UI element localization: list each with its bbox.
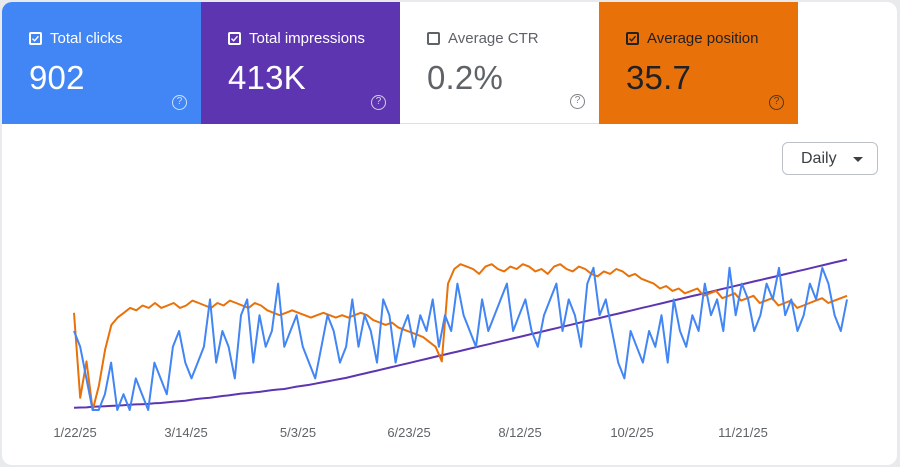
metric-label: Average CTR bbox=[448, 29, 539, 47]
caret-down-icon bbox=[853, 157, 863, 162]
checkbox-unchecked-icon[interactable] bbox=[427, 31, 440, 45]
help-icon[interactable]: ? bbox=[371, 95, 386, 110]
metric-total-clicks[interactable]: Total clicks 902 ? bbox=[2, 2, 201, 124]
metric-value: 413K bbox=[228, 59, 306, 96]
metric-header: Average CTR bbox=[427, 28, 599, 48]
metric-total-impressions[interactable]: Total impressions 413K ? bbox=[201, 2, 400, 124]
metric-label: Total impressions bbox=[249, 29, 365, 47]
metric-header: Average position bbox=[626, 28, 798, 48]
x-tick-label: 3/14/25 bbox=[164, 425, 207, 440]
metric-label: Total clicks bbox=[50, 29, 123, 47]
metric-average-ctr[interactable]: Average CTR 0.2% ? bbox=[400, 2, 599, 124]
checkbox-checked-icon[interactable] bbox=[626, 31, 639, 45]
help-icon[interactable]: ? bbox=[172, 95, 187, 110]
metric-average-position[interactable]: Average position 35.7 ? bbox=[599, 2, 798, 124]
x-tick-label: 6/23/25 bbox=[387, 425, 430, 440]
series-line-total-impressions bbox=[73, 258, 848, 409]
granularity-selected: Daily bbox=[801, 149, 837, 167]
metric-header: Total impressions bbox=[228, 28, 400, 48]
help-icon[interactable]: ? bbox=[769, 95, 784, 110]
metric-tabs: Total clicks 902 ? Total impressions 413… bbox=[2, 2, 798, 124]
x-tick-label: 11/21/25 bbox=[718, 425, 768, 440]
metric-value: 902 bbox=[29, 59, 85, 96]
series-line-average-position bbox=[73, 263, 848, 411]
help-icon[interactable]: ? bbox=[570, 94, 585, 109]
series-line-total-clicks bbox=[73, 266, 848, 411]
granularity-dropdown[interactable]: Daily bbox=[782, 142, 878, 175]
x-tick-label: 5/3/25 bbox=[280, 425, 316, 440]
x-tick-label: 1/22/25 bbox=[53, 425, 96, 440]
metric-header: Total clicks bbox=[29, 28, 201, 48]
x-tick-label: 10/2/25 bbox=[610, 425, 653, 440]
x-tick-label: 8/12/25 bbox=[498, 425, 541, 440]
metric-value: 35.7 bbox=[626, 59, 692, 96]
checkbox-checked-icon[interactable] bbox=[228, 31, 241, 45]
metric-label: Average position bbox=[647, 29, 759, 47]
performance-chart: 1/22/25 3/14/25 5/3/25 6/23/25 8/12/25 10/2/2… bbox=[53, 258, 848, 440]
checkbox-checked-icon[interactable] bbox=[29, 31, 42, 45]
metric-value: 0.2% bbox=[427, 59, 504, 96]
